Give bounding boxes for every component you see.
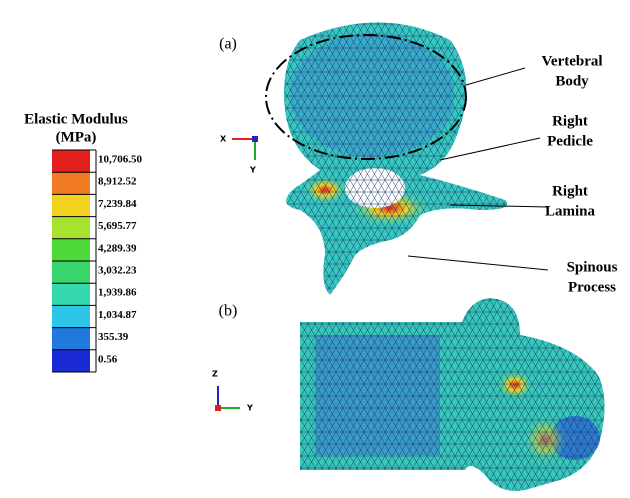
legend-label: 10,706.50 (98, 154, 143, 166)
legend-title: Elastic Modulus (24, 111, 128, 127)
mesh-side-view (300, 298, 605, 491)
annotation: Pedicle (547, 133, 593, 149)
panel-label: (b) (219, 303, 238, 320)
annotation: Right (552, 183, 588, 199)
legend-swatch (52, 328, 90, 350)
annotation: Vertebral (541, 53, 602, 69)
annotation: Right (552, 113, 588, 129)
axis-triad: X Y (220, 135, 258, 175)
figure: Elastic Modulus (MPa) 10,706.50 8,912.52 7… (0, 0, 630, 498)
annotation: Process (568, 279, 616, 295)
legend-swatch (52, 150, 90, 172)
legend-label: 1,034.87 (98, 309, 137, 321)
legend: 10,706.50 8,912.52 7,239.84 5,695.77 4,289.3… (52, 150, 143, 372)
axis-label: Y (249, 166, 256, 175)
legend-label: 7,239.84 (98, 198, 137, 210)
panel-label: (a) (219, 36, 237, 53)
annotation: Lamina (545, 203, 596, 219)
legend-swatch (52, 194, 90, 216)
legend-label: 355.39 (98, 331, 129, 343)
legend-label: 4,289.39 (98, 242, 137, 254)
legend-label: 3,032.23 (98, 265, 137, 277)
legend-swatch (52, 217, 90, 239)
annotations: Vertebral Body Right Pedicle Right Lamina Spin… (541, 53, 617, 295)
legend-label: 0.56 (98, 353, 118, 365)
legend-label: 1,939.86 (98, 287, 137, 299)
legend-label: 8,912.52 (98, 176, 137, 188)
legend-swatch (52, 305, 90, 327)
axis-triad: Z Y (212, 370, 253, 413)
annotation: Spinous (567, 259, 618, 275)
legend-swatch (52, 261, 90, 283)
legend-title: (MPa) (56, 129, 97, 145)
legend-swatch (52, 239, 90, 261)
annotation: Body (555, 73, 589, 89)
mesh-top-view (266, 23, 507, 296)
axis-label: Y (246, 404, 253, 413)
legend-swatch (52, 283, 90, 305)
legend-swatch (52, 350, 90, 372)
axis-label: X (220, 135, 227, 144)
axis-label: Z (212, 370, 218, 379)
legend-swatch (52, 172, 90, 194)
legend-label: 5,695.77 (98, 220, 137, 232)
